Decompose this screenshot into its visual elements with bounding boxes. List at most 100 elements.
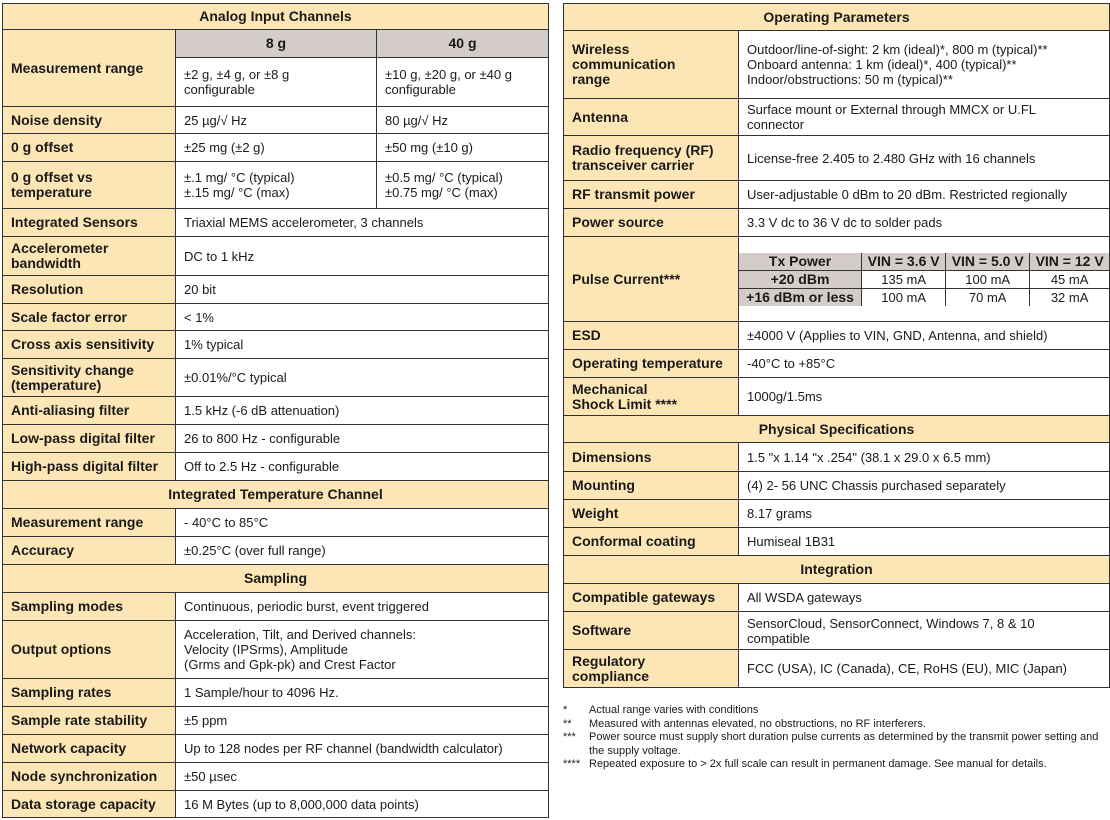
spec-row-compatible-gateways: Compatible gateways All WSDA gateways bbox=[563, 583, 1110, 612]
spec-label: Integrated Sensors bbox=[2, 208, 176, 237]
spec-label: Accuracy bbox=[2, 536, 176, 565]
spec-row-pulse-current: Pulse Current*** Tx Power VIN = 3.6 V VIN =… bbox=[563, 236, 1110, 322]
footnote-mark: *** bbox=[563, 731, 576, 743]
footnote: ** Measured with antennas elevated, no ob… bbox=[563, 718, 1108, 732]
column-header: 8 g bbox=[175, 29, 377, 58]
spec-label: Noise density bbox=[2, 106, 176, 134]
spec-label: Regulatory compliance bbox=[563, 649, 739, 688]
section-title: Sampling bbox=[2, 564, 549, 593]
pulse-column-header: VIN = 3.6 V bbox=[861, 252, 947, 271]
spec-label: Compatible gateways bbox=[563, 583, 739, 612]
spec-row-regulatory-compliance: Regulatory compliance FCC (USA), IC (Cana… bbox=[563, 649, 1110, 688]
spec-value: 3.3 V dc to 36 V dc to solder pads bbox=[737, 208, 1110, 237]
spec-row-operating-temperature: Operating temperature -40°C to +85°C bbox=[563, 349, 1110, 378]
spec-row-high-pass-digital-filter: High-pass digital filter Off to 2.5 Hz - … bbox=[2, 452, 549, 481]
section-header: Analog Input Channels bbox=[2, 3, 549, 30]
spec-value: 8.17 grams bbox=[737, 499, 1110, 528]
spec-value: < 1% bbox=[175, 303, 549, 331]
spec-row-measurement-range: Measurement range 8 g 40 g bbox=[2, 29, 549, 107]
spec-value: 26 to 800 Hz - configurable bbox=[175, 424, 549, 453]
spec-row-mounting: Mounting (4) 2- 56 UNC Chassis purchased … bbox=[563, 471, 1110, 500]
pulse-row: +20 dBm 135 mA 100 mA 45 mA bbox=[739, 269, 1110, 289]
footnote-mark: ** bbox=[563, 717, 572, 730]
footnote-text: Repeated exposure to > 2x full scale can… bbox=[589, 758, 1047, 770]
section-title: Operating Parameters bbox=[562, 3, 1110, 31]
section-header: Integration bbox=[562, 555, 1110, 584]
section-title: Integrated Temperature Channel bbox=[2, 480, 549, 509]
spec-row-antenna: Antenna Surface mount or External through… bbox=[563, 98, 1110, 136]
spec-row-accelerometer-bandwidth: Accelerometer bandwidth DC to 1 kHz bbox=[2, 236, 549, 276]
spec-row-values: ±2 g, ±4 g, or ±8 g configurable ±10 g, ±… bbox=[3, 57, 549, 107]
spec-label: Wireless communication range bbox=[563, 30, 739, 99]
spec-row-noise-density: Noise density 25 µg/√ Hz 80 µg/√ Hz bbox=[2, 106, 549, 134]
section-title: Integration bbox=[562, 555, 1110, 584]
spec-value: 1% typical bbox=[175, 330, 549, 359]
spec-value: User-adjustable 0 dBm to 20 dBm. Restric… bbox=[737, 180, 1110, 209]
spec-value: -40°C to +85°C bbox=[737, 349, 1110, 378]
section-header: Operating Parameters bbox=[562, 3, 1110, 31]
spec-label: ESD bbox=[563, 321, 739, 350]
spec-value: Acceleration, Tilt, and Derived channels… bbox=[175, 620, 549, 679]
spec-label: Resolution bbox=[2, 275, 176, 304]
right-spec-table: Operating Parameters Wireless communicati… bbox=[562, 3, 1110, 688]
footnote-text: Power source must supply short duration … bbox=[589, 731, 1099, 757]
spec-label: Accelerometer bandwidth bbox=[2, 236, 176, 276]
pulse-current-value: 45 mA bbox=[1029, 269, 1110, 289]
spec-value: 20 bit bbox=[175, 275, 549, 304]
footnote-text: Actual range varies with conditions bbox=[589, 704, 759, 716]
spec-value: Humiseal 1B31 bbox=[737, 527, 1110, 556]
spec-value: Surface mount or External through MMCX o… bbox=[737, 98, 1110, 136]
spec-value: 80 µg/√ Hz bbox=[376, 106, 549, 134]
spec-row-weight: Weight 8.17 grams bbox=[563, 499, 1110, 528]
spec-row-sensitivity-change-temperature: Sensitivity change (temperature) ±0.01%/°… bbox=[2, 358, 549, 397]
pulse-column-header: Tx Power bbox=[739, 252, 863, 271]
spec-label: Power source bbox=[563, 208, 739, 237]
spec-row-0-g-offset-vs-temperature: 0 g offset vs temperature ±.1 mg/ °C (typ… bbox=[2, 161, 549, 209]
spec-value: ±5 ppm bbox=[175, 706, 549, 735]
spec-row-sampling-rates: Sampling rates 1 Sample/hour to 4096 Hz. bbox=[2, 678, 549, 707]
spec-value: ±0.5 mg/ °C (typical) ±0.75 mg/ °C (max) bbox=[376, 161, 549, 209]
spec-row-sample-rate-stability: Sample rate stability ±5 ppm bbox=[2, 706, 549, 735]
spec-label: Anti-aliasing filter bbox=[2, 396, 176, 425]
spec-row-anti-aliasing-filter: Anti-aliasing filter 1.5 kHz (-6 dB atten… bbox=[2, 396, 549, 425]
tx-power-label: +16 dBm or less bbox=[739, 287, 863, 306]
spec-label: High-pass digital filter bbox=[2, 452, 176, 481]
section-title: Physical Specifications bbox=[562, 415, 1110, 443]
spec-value: All WSDA gateways bbox=[737, 583, 1110, 612]
spec-row-scale-factor-error: Scale factor error < 1% bbox=[2, 303, 549, 331]
column-header: 40 g bbox=[376, 29, 549, 58]
spec-row-power-source: Power source 3.3 V dc to 36 V dc to solde… bbox=[563, 208, 1110, 237]
spec-label: Software bbox=[563, 611, 739, 650]
footnote: **** Repeated exposure to > 2x full scale… bbox=[563, 758, 1108, 772]
spec-label: Scale factor error bbox=[2, 303, 176, 331]
spec-label: Sample rate stability bbox=[2, 706, 176, 735]
spec-row-esd: ESD ±4000 V (Applies to VIN, GND, Antenna… bbox=[563, 321, 1110, 350]
spec-label: Sampling modes bbox=[2, 592, 176, 621]
tx-power-label: +20 dBm bbox=[739, 269, 863, 289]
spec-label: 0 g offset vs temperature bbox=[2, 161, 176, 209]
spec-label: Conformal coating bbox=[563, 527, 739, 556]
spec-label: Dimensions bbox=[563, 442, 739, 472]
spec-row-wireless-communication-range: Wireless communication range Outdoor/line… bbox=[563, 30, 1110, 99]
spec-row-low-pass-digital-filter: Low-pass digital filter 26 to 800 Hz - co… bbox=[2, 424, 549, 453]
spec-label: Cross axis sensitivity bbox=[2, 330, 176, 359]
spec-value: Continuous, periodic burst, event trigge… bbox=[175, 592, 549, 621]
spec-label: Mounting bbox=[563, 471, 739, 500]
pulse-current-value: 100 mA bbox=[945, 269, 1031, 289]
pulse-current-value: 100 mA bbox=[861, 287, 947, 306]
pulse-current-value: 32 mA bbox=[1029, 287, 1110, 306]
section-header: Integrated Temperature Channel bbox=[2, 480, 549, 509]
footnote-mark: * bbox=[563, 704, 568, 716]
spec-value: 1.5 "x 1.14 "x .254" (38.1 x 29.0 x 6.5 … bbox=[737, 442, 1110, 472]
spec-label: Weight bbox=[563, 499, 739, 528]
spec-row-accuracy: Accuracy ±0.25°C (over full range) bbox=[2, 536, 549, 565]
spec-label: Measurement range bbox=[2, 29, 176, 107]
spec-value: ±25 mg (±2 g) bbox=[175, 133, 377, 162]
spec-label: Data storage capacity bbox=[2, 790, 176, 818]
spec-value: Off to 2.5 Hz - configurable bbox=[175, 452, 549, 481]
spec-value: (4) 2- 56 UNC Chassis purchased separate… bbox=[737, 471, 1110, 500]
pulse-column-header: VIN = 5.0 V bbox=[945, 252, 1031, 271]
footnote: *** Power source must supply short durati… bbox=[563, 731, 1108, 758]
spec-row-software: Software SensorCloud, SensorConnect, Wind… bbox=[563, 611, 1110, 650]
spec-value: 25 µg/√ Hz bbox=[175, 106, 377, 134]
